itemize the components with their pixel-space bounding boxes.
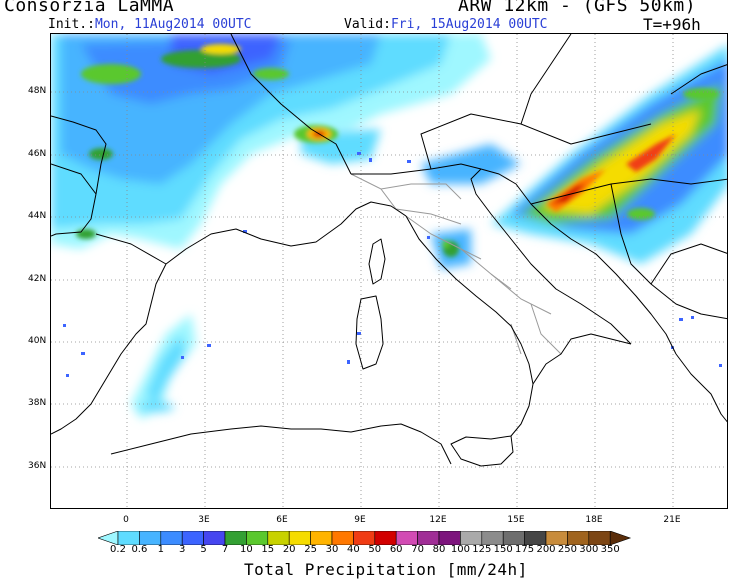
colorbar-box <box>524 531 547 545</box>
coastlines <box>51 34 727 467</box>
colorbar-level-label: 100 <box>450 544 470 555</box>
lon-label: 12E <box>429 515 447 525</box>
regional-borders <box>350 173 562 355</box>
colorbar-max-triangle <box>609 531 632 545</box>
colorbar-box <box>374 531 397 545</box>
colorbar-box <box>267 531 290 545</box>
lat-label: 40N <box>28 336 47 346</box>
colorbar-level-label: 50 <box>368 544 382 555</box>
colorbar-level-label: 70 <box>411 544 424 555</box>
colorbar-box <box>310 531 333 545</box>
colorbar-box <box>502 531 525 545</box>
colorbar-level-label: 20 <box>282 544 296 555</box>
colorbar-level-label: 125 <box>472 544 492 555</box>
colorbar-title: Total Precipitation [mm/24h] <box>244 560 528 579</box>
colorbar-box <box>588 531 611 545</box>
lon-label: 9E <box>354 515 366 525</box>
colorbar-box <box>288 531 311 545</box>
colorbar-box <box>117 531 140 545</box>
lat-lon-grid <box>51 34 727 508</box>
colorbar-box <box>567 531 590 545</box>
valid-value: Fri, 15Aug2014 00UTC <box>390 17 548 32</box>
colorbar-box <box>353 531 376 545</box>
colorbar-level-label: 10 <box>240 544 253 555</box>
colorbar-level-label: 350 <box>600 544 620 555</box>
valid-time: Valid:Fri, 15Aug2014 00UTC <box>344 17 548 32</box>
colorbar-level-label: 200 <box>536 544 556 555</box>
colorbar-box <box>545 531 568 545</box>
colorbar-level-label: 3 <box>179 544 186 555</box>
colorbar-box <box>160 531 183 545</box>
colorbar-box <box>481 531 504 545</box>
colorbar-level-label: 1 <box>157 544 164 555</box>
colorbar-level-label: 30 <box>325 544 339 555</box>
colorbar-box <box>246 531 269 545</box>
colorbar-box <box>331 531 354 545</box>
lat-label: 46N <box>28 149 47 159</box>
colorbar-box <box>438 531 461 545</box>
lon-label: 21E <box>663 515 681 525</box>
lat-label: 48N <box>28 86 47 96</box>
colorbar-level-label: 175 <box>515 544 535 555</box>
colorbar-level-label: 0.2 <box>110 544 126 555</box>
colorbar-level-label: 80 <box>432 544 446 555</box>
precip-cores-balkans <box>442 88 719 257</box>
colorbar-level-label: 250 <box>557 544 577 555</box>
lat-label: 42N <box>28 274 47 284</box>
colorbar-box <box>224 531 247 545</box>
model-title: ARW 12km - (GFS 50km) <box>458 0 697 16</box>
init-time: Init.:Mon, 11Aug2014 00UTC <box>48 17 252 32</box>
lat-label: 44N <box>28 211 47 221</box>
lon-label: 15E <box>507 515 525 525</box>
colorbar-level-label: 15 <box>261 544 275 555</box>
lon-label: 6E <box>276 515 288 525</box>
init-label: Init.: <box>48 17 95 32</box>
lat-label: 38N <box>28 398 47 408</box>
colorbar-box <box>203 531 226 545</box>
app-title: Consorzia LaMMA <box>4 0 175 16</box>
colorbar-level-label: 7 <box>221 544 229 555</box>
init-value: Mon, 11Aug2014 00UTC <box>94 17 252 32</box>
colorbar-box <box>460 531 483 545</box>
lat-label: 36N <box>28 461 47 471</box>
colorbar-box <box>395 531 418 545</box>
lon-label: 18E <box>585 515 603 525</box>
colorbar-level-label: 0.6 <box>131 544 148 555</box>
map-canvas <box>51 34 727 508</box>
colorbar-box <box>139 531 162 545</box>
precip-speckles <box>63 152 722 377</box>
lon-label: 0 <box>123 515 129 525</box>
precip-cores-northwest <box>76 44 338 239</box>
precip-field-northwest <box>51 34 491 249</box>
colorbar-level-label: 60 <box>389 544 403 555</box>
precip-field-southwest <box>131 314 196 419</box>
colorbar-box <box>417 531 440 545</box>
colorbar <box>98 531 632 545</box>
colorbar-level-label: 40 <box>347 544 360 555</box>
valid-label: Valid: <box>344 17 391 32</box>
colorbar-level-label: 25 <box>304 544 317 555</box>
colorbar-level-label: 150 <box>493 544 513 555</box>
colorbar-level-label: 300 <box>579 544 599 555</box>
colorbar-min-triangle <box>98 531 119 545</box>
precipitation-map <box>50 33 728 509</box>
colorbar-box <box>181 531 204 545</box>
colorbar-level-label: 5 <box>200 544 207 555</box>
lead-time: T=+96h <box>643 15 701 34</box>
lon-label: 3E <box>198 515 210 525</box>
